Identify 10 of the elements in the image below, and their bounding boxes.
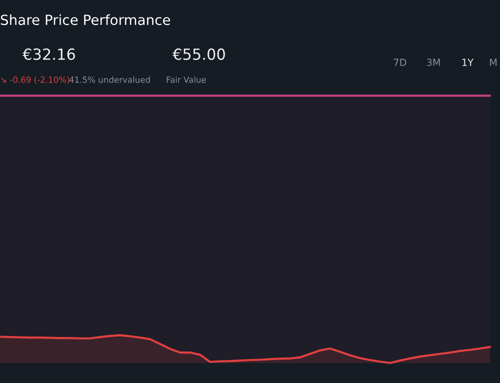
text: 3M (426, 58, 440, 66)
text: 7D (394, 58, 406, 66)
text: €32.16 (22, 48, 75, 60)
text: €55.00 (172, 48, 225, 60)
text: ↘ -0.69 (-2.10%) (1, 76, 70, 84)
text: Fair Value (166, 76, 206, 83)
text: M (490, 58, 497, 66)
text: 1Y (462, 58, 474, 66)
chart-title: Share Price Performance (0, 14, 170, 26)
text: 41.5% undervalued (69, 76, 150, 83)
